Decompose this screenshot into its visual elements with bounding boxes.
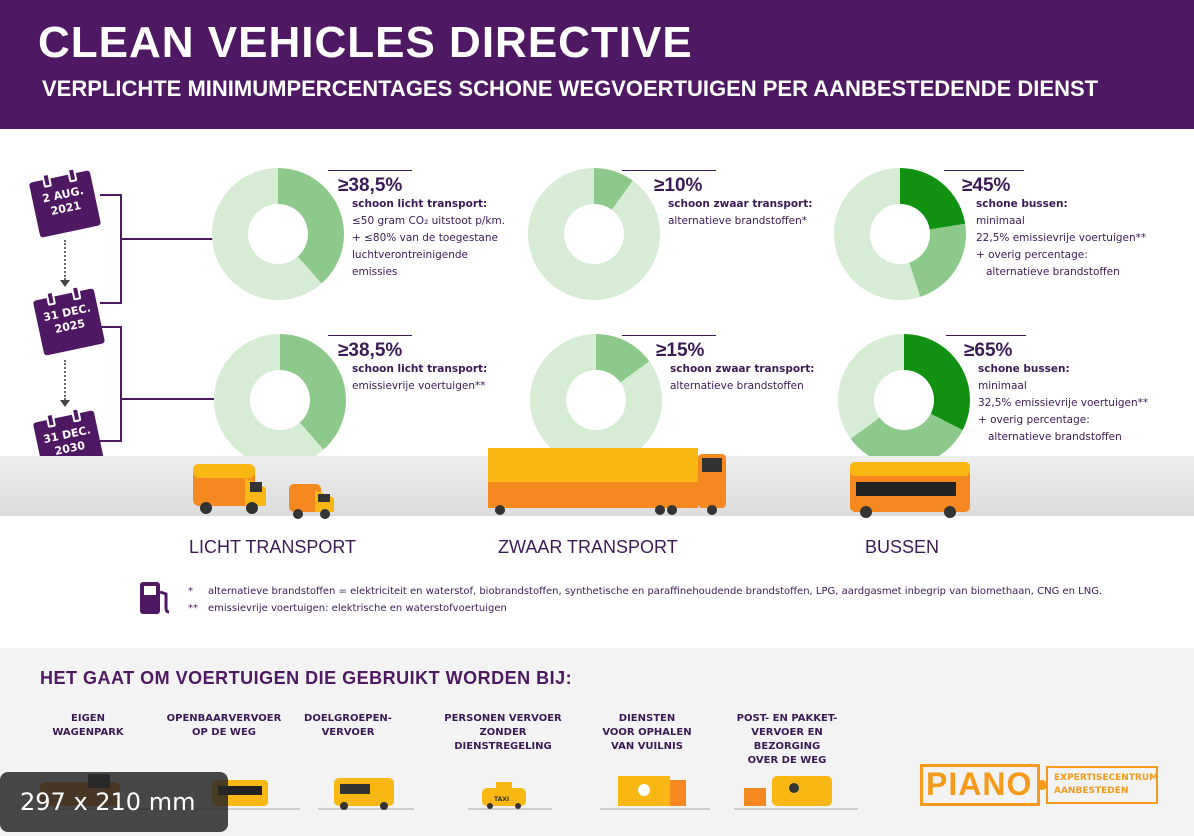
desc-line: emissies — [352, 266, 398, 278]
garbage-truck-icon — [618, 776, 686, 806]
use-target-group: DOELGROEPEN- VERVOER — [304, 713, 392, 738]
logo-subframe — [1046, 766, 1158, 804]
page-subtitle: VERPLICHTE MINIMUMPERCENTAGES SCHONE WEG… — [42, 76, 1099, 101]
pct-light-2021: ≥38,5% — [338, 175, 403, 196]
date-2021: 2 AUG. 2021 — [41, 184, 85, 218]
ground-line — [468, 808, 552, 810]
desc-line: minimaal — [978, 380, 1027, 392]
use-passenger-no-schedule: PERSONEN VERVOER ZONDER DIENSTREGELING — [444, 713, 562, 752]
desc-line: alternatieve brandstoffen — [986, 266, 1120, 278]
desc-line: luchtverontreinigende — [352, 249, 469, 261]
category-heavy-transport: ZWAAR TRANSPORT — [498, 537, 678, 557]
desc-line: alternatieve brandstoffen — [670, 380, 804, 392]
ground-line — [600, 808, 710, 810]
leader-line — [622, 170, 716, 171]
bus-icon — [850, 462, 970, 518]
desc-heavy-2025: schoon zwaar transport: alternatieve bra… — [670, 361, 814, 395]
desc-line: alternatieve brandstoffen — [988, 431, 1122, 443]
pct-heavy-2025: ≥15% — [656, 340, 705, 361]
leader-line — [944, 170, 1024, 171]
leader-line — [328, 170, 412, 171]
desc-bus-2021: schone bussen: minimaal 22,5% emissievri… — [976, 196, 1146, 281]
desc-light-2021: schoon licht transport: ≤50 gram CO₂ uit… — [352, 196, 505, 281]
donut-light-2021 — [212, 168, 344, 300]
desc-heading: schone bussen: — [978, 363, 1070, 375]
usage-title: HET GAAT OM VOERTUIGEN DIE GEBRUIKT WORD… — [40, 668, 573, 688]
ground-line — [734, 808, 858, 810]
desc-heading: schoon licht transport: — [352, 363, 488, 375]
desc-heading: schone bussen: — [976, 198, 1068, 210]
leader-line — [622, 335, 716, 336]
note-mark: ** — [188, 603, 198, 614]
date-2025: 31 DEC. 2025 — [42, 301, 92, 336]
desc-line: alternatieve brandstoffen* — [668, 215, 808, 227]
use-waste-collection: DIENSTEN VOOR OPHALEN VAN VUILNIS — [602, 713, 692, 752]
period2-bracket — [100, 326, 122, 442]
donut-heavy-2025 — [530, 334, 662, 466]
category-buses: BUSSEN — [865, 537, 940, 557]
van-icon — [193, 464, 266, 514]
header-banner — [0, 0, 1194, 129]
timeline-dots — [64, 360, 66, 400]
logo-subtitle: EXPERTISECENTRUM AANBESTEDEN — [1054, 772, 1158, 798]
desc-bus-2025: schone bussen: minimaal 32,5% emissievri… — [978, 361, 1148, 446]
desc-heavy-2021: schoon zwaar transport: alternatieve bra… — [668, 196, 812, 230]
logo-line: EXPERTISECENTRUM — [1054, 773, 1159, 783]
page-title: CLEAN VEHICLES DIRECTIVE — [38, 18, 693, 67]
desc-line: 22,5% emissievrije voertuigen** — [976, 232, 1147, 244]
donut-heavy-2021 — [528, 168, 660, 300]
arrow-down-icon — [60, 400, 70, 407]
desc-line: 32,5% emissievrije voertuigen** — [978, 397, 1149, 409]
desc-line: ≤50 gram CO₂ uitstoot p/km. — [352, 215, 506, 227]
leader-line — [946, 335, 1026, 336]
ground-line — [318, 808, 414, 810]
delivery-van-icon — [744, 776, 832, 806]
desc-line: + overig percentage: — [978, 414, 1090, 426]
arrow-down-icon — [60, 280, 70, 287]
donut-bus-2021 — [834, 168, 966, 300]
desc-line: emissievrije voertuigen** — [352, 380, 486, 392]
category-light-transport: LICHT TRANSPORT — [189, 537, 357, 557]
logo-name: PIANO — [926, 766, 1033, 802]
use-post-parcel: POST- EN PAKKET- VERVOER EN BEZORGING OV… — [736, 713, 838, 766]
note-mark: * — [188, 586, 193, 597]
desc-line: + overig percentage: — [976, 249, 1088, 261]
logo-dot — [1037, 780, 1047, 790]
use-own-fleet: EIGEN WAGENPARK — [52, 713, 124, 738]
taxi-sign: TAXI — [494, 796, 510, 803]
small-van-icon — [289, 484, 334, 519]
period1-connector — [122, 238, 214, 240]
period1-bracket — [100, 194, 122, 304]
logo-line: AANBESTEDEN — [1054, 786, 1129, 796]
desc-line: + ≤80% van de toegestane — [352, 232, 498, 244]
pct-bus-2021: ≥45% — [962, 175, 1011, 196]
minibus-icon — [334, 778, 394, 810]
note-alt-fuels: alternatieve brandstoffen = elektricitei… — [208, 586, 1103, 597]
desc-light-2025: schoon licht transport: emissievrije voe… — [352, 361, 487, 395]
desc-heading: schoon zwaar transport: — [668, 198, 813, 210]
pct-bus-2025: ≥65% — [964, 340, 1013, 361]
timeline-dots — [64, 240, 66, 280]
donut-light-2025 — [214, 334, 346, 466]
taxi-icon — [482, 782, 526, 809]
size-badge: 297 x 210 mm — [0, 772, 228, 832]
donut-bus-2025 — [838, 334, 970, 466]
calendar-icon-2021: 2 AUG. 2021 — [28, 170, 102, 238]
pct-heavy-2021: ≥10% — [654, 175, 703, 196]
desc-heading: schoon licht transport: — [352, 198, 488, 210]
leader-line — [328, 335, 412, 336]
truck-icon — [488, 448, 726, 515]
note-zero-emission: emissievrije voertuigen: elektrische en … — [208, 603, 507, 614]
calendar-icon-2025: 31 DEC. 2025 — [32, 288, 106, 356]
period2-connector — [122, 398, 214, 400]
vehicles-illustration — [193, 448, 970, 519]
use-public-transport: OPENBAARVERVOER OP DE WEG — [166, 713, 282, 738]
desc-line: minimaal — [976, 215, 1025, 227]
pct-light-2025: ≥38,5% — [338, 340, 403, 361]
desc-heading: schoon zwaar transport: — [670, 363, 815, 375]
fuel-pump-icon — [140, 582, 170, 614]
